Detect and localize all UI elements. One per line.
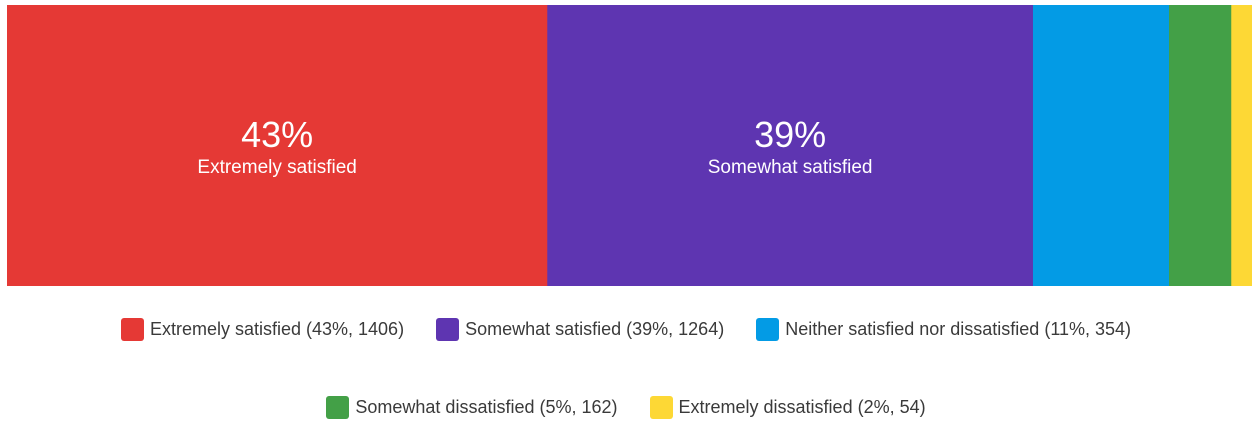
- segment-percent-label-somewhat-satisfied: 39%: [754, 114, 826, 155]
- legend-item-somewhat-dissatisfied[interactable]: Somewhat dissatisfied (5%, 162): [326, 396, 618, 419]
- legend-row-2: Somewhat dissatisfied (5%, 162) Extremely…: [0, 396, 1252, 419]
- legend-label-somewhat-dissatisfied: Somewhat dissatisfied (5%, 162): [355, 397, 618, 417]
- legend-label-extremely-dissatisfied: Extremely dissatisfied (2%, 54): [678, 397, 926, 417]
- legend-item-extremely-satisfied[interactable]: Extremely satisfied (43%, 1406): [120, 318, 405, 341]
- legend-item-extremely-dissatisfied[interactable]: Extremely dissatisfied (2%, 54): [649, 396, 926, 419]
- bar-segment-extremely-satisfied[interactable]: [7, 5, 548, 286]
- bar-segment-extremely-dissatisfied[interactable]: [1231, 5, 1252, 286]
- bar-segment-somewhat-satisfied[interactable]: [547, 5, 1034, 286]
- legend-label-extremely-satisfied: Extremely satisfied (43%, 1406): [149, 319, 405, 339]
- stacked-bar-chart: 43% Extremely satisfied 39% Somewhat satisf…: [7, 5, 1252, 286]
- legend-swatch-extremely-dissatisfied: [649, 396, 673, 419]
- legend-item-somewhat-satisfied[interactable]: Somewhat satisfied (39%, 1264): [436, 318, 724, 341]
- segment-name-label-extremely-satisfied: Extremely satisfied: [197, 157, 356, 178]
- legend-label-neither-satisfied-nor-dissatisfied: Neither satisfied nor dissatisfied (11%,…: [785, 319, 1132, 339]
- segment-percent-label-extremely-satisfied: 43%: [241, 114, 313, 155]
- legend-swatch-neither-satisfied-nor-dissatisfied: [756, 318, 780, 341]
- legend-row-1: Extremely satisfied (43%, 1406) Somewhat …: [0, 318, 1252, 341]
- legend-swatch-somewhat-satisfied: [436, 318, 460, 341]
- legend-item-neither-satisfied-nor-dissatisfied[interactable]: Neither satisfied nor dissatisfied (11%,…: [756, 318, 1131, 341]
- bar-segment-neither-satisfied-nor-dissatisfied[interactable]: [1032, 5, 1170, 286]
- chart-svg: 43%Extremely satisfied 39%Somewhat satisf…: [7, 5, 1252, 286]
- legend-swatch-extremely-satisfied: [120, 318, 144, 341]
- legend-label-somewhat-satisfied: Somewhat satisfied (39%, 1264): [465, 319, 725, 339]
- bar-segment-somewhat-dissatisfied[interactable]: [1169, 5, 1232, 286]
- segment-name-label-somewhat-satisfied: Somewhat satisfied: [708, 157, 873, 178]
- legend-swatch-somewhat-dissatisfied: [326, 396, 350, 419]
